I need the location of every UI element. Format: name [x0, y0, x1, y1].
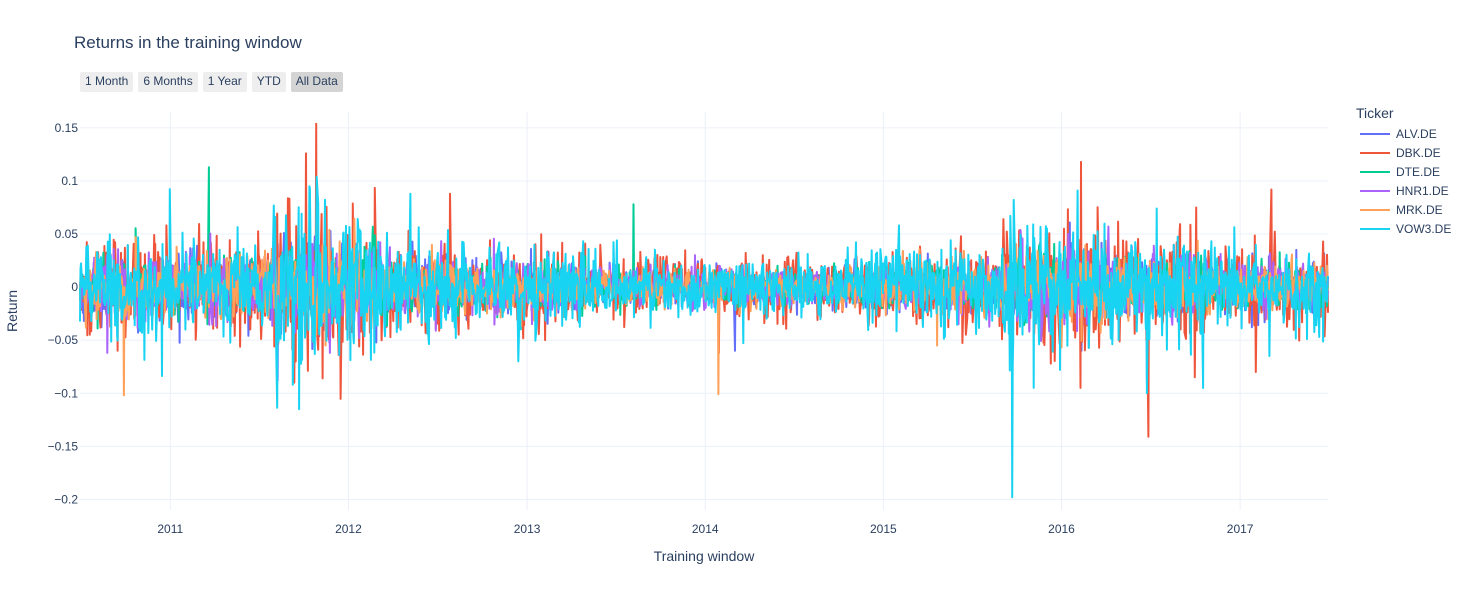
legend: Ticker ALV.DE DBK.DE DTE.DE HNR1.DE MRK.DE VO…: [1356, 105, 1451, 238]
y-axis-ticks: 0.15 0.1 0.05 0 −0.05 −0.1 −0.15 −0.2: [48, 121, 79, 506]
series-line-vow3-de[interactable]: [79, 175, 1329, 499]
y-tick-label: −0.2: [54, 492, 78, 506]
legend-item-alv-de[interactable]: ALV.DE: [1356, 124, 1451, 143]
y-tick-label: 0: [71, 280, 78, 294]
legend-swatch: [1360, 132, 1390, 135]
legend-label: ALV.DE: [1396, 126, 1437, 141]
x-tick-label: 2016: [1048, 522, 1075, 536]
range-all-data-button[interactable]: All Data: [290, 72, 343, 92]
x-axis-title: Training window: [654, 548, 756, 564]
legend-swatch: [1360, 189, 1390, 192]
x-tick-label: 2017: [1227, 522, 1254, 536]
legend-item-vow3-de[interactable]: VOW3.DE: [1356, 219, 1451, 238]
x-tick-label: 2015: [870, 522, 897, 536]
series-lines: [79, 122, 1329, 499]
y-tick-label: −0.05: [48, 333, 79, 347]
legend-swatch: [1360, 227, 1390, 230]
x-tick-label: 2013: [514, 522, 541, 536]
legend-swatch: [1360, 208, 1390, 211]
range-ytd-button[interactable]: YTD: [251, 72, 286, 92]
legend-label: MRK.DE: [1396, 202, 1443, 217]
y-tick-label: 0.15: [55, 121, 79, 135]
y-tick-label: 0.1: [61, 174, 78, 188]
y-tick-label: 0.05: [55, 227, 79, 241]
y-axis-title: Return: [4, 290, 20, 332]
legend-item-mrk-de[interactable]: MRK.DE: [1356, 200, 1451, 219]
range-selector: 1 Month 6 Months 1 Year YTD All Data: [80, 72, 343, 92]
x-tick-label: 2014: [692, 522, 719, 536]
legend-swatch: [1360, 151, 1390, 154]
chart-title: Returns in the training window: [74, 33, 302, 52]
legend-item-dbk-de[interactable]: DBK.DE: [1356, 143, 1451, 162]
range-1-month-button[interactable]: 1 Month: [80, 72, 134, 92]
range-6-months-button[interactable]: 6 Months: [138, 72, 198, 92]
legend-title: Ticker: [1356, 105, 1394, 121]
legend-item-hnr1-de[interactable]: HNR1.DE: [1356, 181, 1451, 200]
y-tick-label: −0.1: [54, 386, 78, 400]
legend-label: DBK.DE: [1396, 145, 1441, 160]
y-tick-label: −0.15: [48, 439, 79, 453]
legend-label: VOW3.DE: [1396, 221, 1452, 236]
legend-item-dte-de[interactable]: DTE.DE: [1356, 162, 1451, 181]
legend-swatch: [1360, 170, 1390, 173]
x-tick-label: 2012: [335, 522, 362, 536]
legend-label: DTE.DE: [1396, 164, 1441, 179]
legend-label: HNR1.DE: [1396, 183, 1449, 198]
x-axis-ticks: 2011 2012 2013 2014 2015 2016 2017: [157, 522, 1253, 536]
range-1-year-button[interactable]: 1 Year: [202, 72, 247, 92]
x-tick-label: 2011: [157, 522, 183, 536]
